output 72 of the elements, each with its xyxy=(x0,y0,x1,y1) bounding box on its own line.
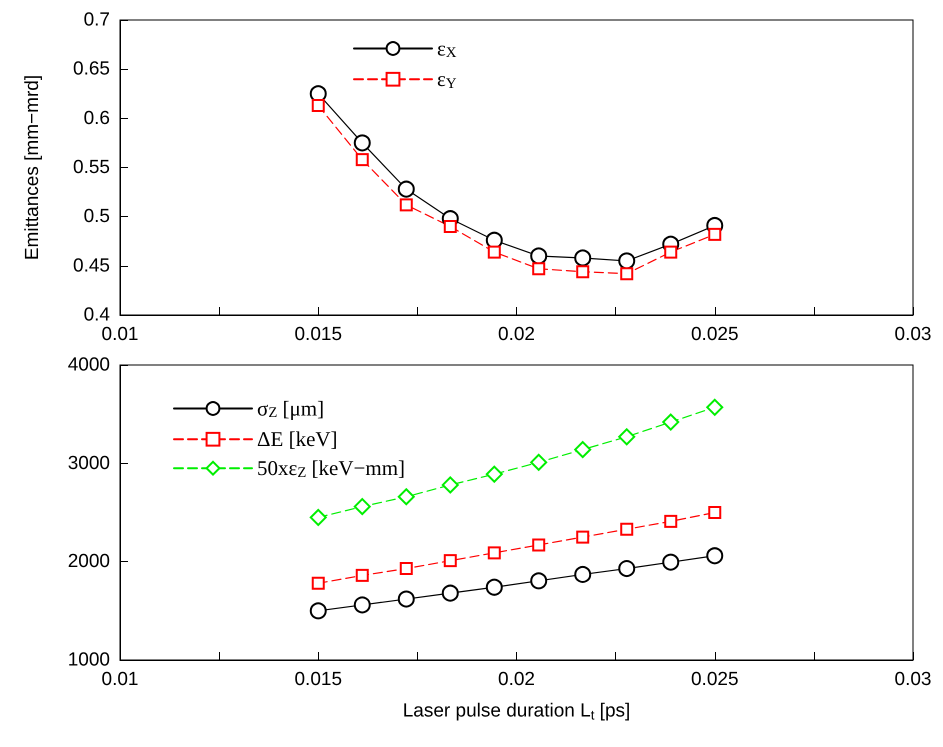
point xyxy=(354,596,371,614)
point xyxy=(532,538,546,552)
y-tick-label: 1000 xyxy=(68,650,110,670)
point xyxy=(530,572,548,590)
y-tick-label: 0.4 xyxy=(84,304,110,326)
point xyxy=(310,508,327,526)
point xyxy=(576,530,590,544)
y-tick-label: 0.7 xyxy=(84,10,110,30)
y-tick-label: 0.5 xyxy=(84,206,110,228)
point xyxy=(664,246,678,259)
point xyxy=(356,568,369,582)
point xyxy=(530,248,548,264)
point xyxy=(310,602,327,620)
point xyxy=(444,220,457,233)
point xyxy=(398,488,415,506)
point xyxy=(354,498,371,516)
y-tick-label: 4000 xyxy=(68,354,110,376)
point xyxy=(398,590,415,608)
point xyxy=(486,466,503,483)
y-tick-label: 0.55 xyxy=(73,157,110,178)
point xyxy=(574,566,592,583)
point xyxy=(356,153,369,166)
point xyxy=(662,414,680,431)
y-tick-label: 3000 xyxy=(68,452,110,474)
x-tick-label: 0.03 xyxy=(894,324,932,345)
y-tick-label: 0.65 xyxy=(73,58,110,80)
point xyxy=(530,454,548,471)
x-tick-label: 0.01 xyxy=(102,669,138,690)
point xyxy=(400,198,413,212)
point xyxy=(618,560,636,578)
legend-label: 50xεZ [keV−mm] xyxy=(257,456,406,481)
point xyxy=(708,228,722,241)
point xyxy=(444,554,457,568)
point xyxy=(618,428,636,446)
point xyxy=(486,578,503,596)
point xyxy=(618,252,636,270)
x-tick-label: 0.015 xyxy=(294,669,342,690)
x-tick-label: 0.03 xyxy=(894,669,932,690)
x-tick-label: 0.02 xyxy=(498,324,535,345)
legend-label: ΔE [keV] xyxy=(257,427,338,452)
point xyxy=(398,180,415,198)
point xyxy=(576,265,590,278)
point xyxy=(574,441,592,458)
point xyxy=(620,522,634,536)
legend-label: εY xyxy=(437,67,457,92)
point xyxy=(354,134,371,152)
point xyxy=(442,476,459,494)
point xyxy=(488,546,501,560)
x-tick-label: 0.015 xyxy=(294,324,342,345)
point xyxy=(312,576,325,590)
y-axis-title: Emittances [mm−mrd] xyxy=(22,74,43,260)
x-tick-label: 0.025 xyxy=(690,669,739,690)
legend-label: σZ [μm] xyxy=(257,396,324,422)
x-tick-label: 0.025 xyxy=(690,324,739,345)
legend-label: εX xyxy=(437,36,457,62)
point xyxy=(620,267,634,280)
point xyxy=(400,562,413,576)
point xyxy=(706,398,724,416)
y-tick-label: 0.45 xyxy=(73,255,110,276)
point xyxy=(532,262,546,276)
point xyxy=(708,506,722,519)
point xyxy=(488,246,501,259)
x-tick-label: 0.01 xyxy=(102,324,138,345)
point xyxy=(312,99,325,112)
point xyxy=(664,514,678,528)
point xyxy=(662,554,680,571)
y-tick-label: 2000 xyxy=(68,551,110,572)
point xyxy=(706,547,724,564)
y-tick-label: 0.6 xyxy=(84,108,110,129)
point xyxy=(442,584,459,602)
x-tick-label: 0.02 xyxy=(498,669,535,690)
point xyxy=(574,249,592,266)
